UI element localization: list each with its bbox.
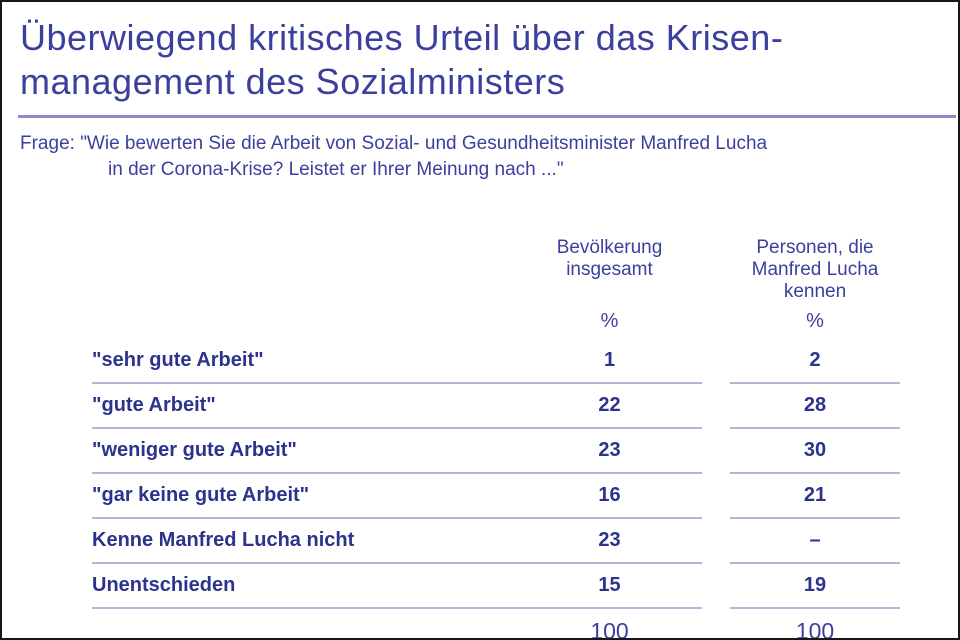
row-label: Unentschieden <box>92 574 236 597</box>
row-value-total-population: 15 <box>598 574 621 597</box>
column-header-total-population: Bevölkerung insgesamt <box>517 237 702 281</box>
column-header-line: insgesamt <box>566 259 653 281</box>
row-value-total-population: 23 <box>598 529 621 552</box>
row-value-total-population: 16 <box>598 484 621 507</box>
row-label: Kenne Manfred Lucha nicht <box>92 529 355 552</box>
page-title-line1: Überwiegend kritisches Urteil über das K… <box>20 17 784 58</box>
percent-symbol-col1: % <box>600 310 619 333</box>
column-header-line: Personen, die <box>756 237 874 259</box>
table-row: "sehr gute Arbeit" 1 2 <box>92 339 900 385</box>
row-value-know-lucha: 30 <box>730 429 900 475</box>
row-label: "gar keine gute Arbeit" <box>92 484 310 507</box>
table-row: Unentschieden 15 19 <box>92 564 900 610</box>
row-label: "weniger gute Arbeit" <box>92 439 297 462</box>
table-row: "weniger gute Arbeit" 23 30 <box>92 429 900 475</box>
row-value-know-lucha: 19 <box>730 564 900 610</box>
title-divider <box>18 114 956 118</box>
column-header-line: kennen <box>783 281 847 303</box>
row-value-total-population: 1 <box>603 349 616 372</box>
column-header-know-lucha: Personen, die Manfred Lucha kennen <box>730 237 900 303</box>
survey-question-line1: Frage: "Wie bewerten Sie die Arbeit von … <box>20 132 768 154</box>
row-value-know-lucha: 21 <box>730 474 900 520</box>
row-value-total-population: 23 <box>598 439 621 462</box>
table-header-row: Bevölkerung insgesamt Personen, die Manf… <box>92 237 900 303</box>
percent-symbol-row: % % <box>92 310 900 333</box>
table-row: Kenne Manfred Lucha nicht 23 – <box>92 519 900 565</box>
results-table: Bevölkerung insgesamt Personen, die Manf… <box>92 237 900 640</box>
column-header-line: Manfred Lucha <box>751 259 879 281</box>
table-row: "gar keine gute Arbeit" 16 21 <box>92 474 900 520</box>
page-title: Überwiegend kritisches Urteil über das K… <box>20 16 938 104</box>
table-row: "gute Arbeit" 22 28 <box>92 384 900 430</box>
total-value-know-lucha: 100 <box>795 617 835 640</box>
percent-symbol-col2: % <box>806 310 824 333</box>
column-header-line: Bevölkerung <box>556 237 663 259</box>
table-total-row: 100 100 <box>92 609 900 640</box>
page-title-line2: management des Sozialministers <box>20 60 566 102</box>
table-body: "sehr gute Arbeit" 1 2 "gute Arbeit" 22 … <box>92 339 900 640</box>
survey-question: Frage: "Wie bewerten Sie die Arbeit von … <box>20 131 938 183</box>
row-label: "gute Arbeit" <box>92 394 216 417</box>
row-value-know-lucha: – <box>730 519 900 565</box>
row-value-know-lucha: 2 <box>730 339 900 385</box>
row-label: "sehr gute Arbeit" <box>92 349 264 372</box>
row-value-know-lucha: 28 <box>730 384 900 430</box>
survey-question-line2: in der Corona-Krise? Leistet er Ihrer Me… <box>108 159 564 181</box>
total-value-total-population: 100 <box>590 617 629 640</box>
row-value-total-population: 22 <box>598 394 621 417</box>
